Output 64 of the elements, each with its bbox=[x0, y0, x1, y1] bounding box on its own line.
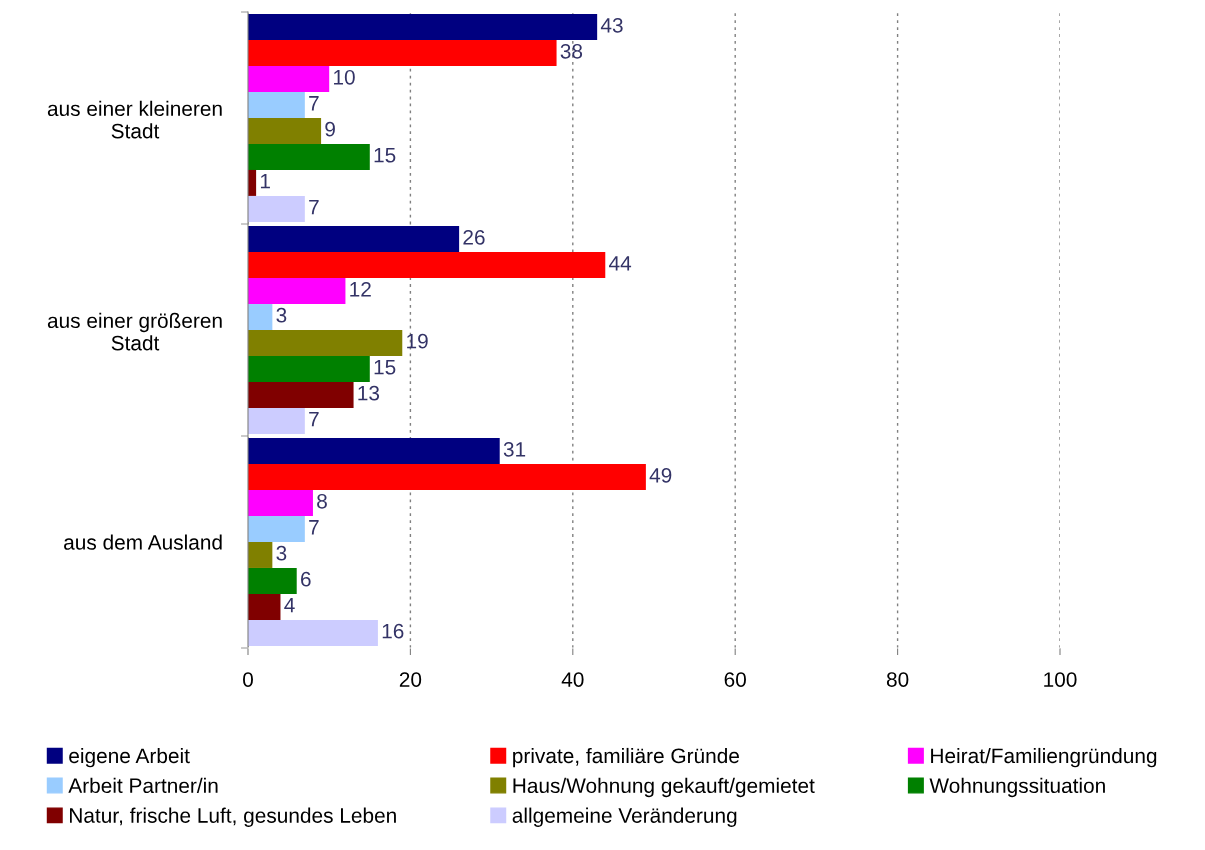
data-label: 3 bbox=[276, 545, 287, 561]
bar bbox=[248, 195, 305, 222]
legend-label: Wohnungssituation bbox=[929, 777, 1105, 798]
legend-label: Arbeit Partner/in bbox=[68, 777, 218, 794]
bar bbox=[248, 66, 330, 93]
data-label: 15 bbox=[374, 148, 396, 163]
data-label: 12 bbox=[350, 281, 371, 297]
bar bbox=[248, 143, 370, 170]
bar bbox=[248, 118, 322, 144]
data-label: 38 bbox=[560, 43, 583, 59]
data-label: 7 bbox=[309, 411, 319, 427]
x-tick-label: 80 bbox=[886, 672, 909, 687]
bar bbox=[248, 226, 460, 253]
legend-label: Heirat/Familiengründung bbox=[931, 747, 1157, 768]
bar bbox=[248, 40, 557, 67]
bar bbox=[248, 542, 273, 568]
data-label: 16 bbox=[382, 623, 404, 639]
data-label: 26 bbox=[463, 229, 485, 245]
data-label: 31 bbox=[503, 441, 526, 457]
bar bbox=[248, 464, 646, 491]
y-tick-label: aus einer größeren Stadt bbox=[47, 312, 222, 351]
bar bbox=[248, 619, 378, 646]
bar bbox=[248, 330, 403, 356]
data-label: 19 bbox=[407, 333, 428, 349]
bar bbox=[248, 92, 305, 118]
data-label: 1 bbox=[260, 173, 270, 189]
data-label: 43 bbox=[600, 17, 623, 33]
data-label: 49 bbox=[649, 467, 672, 483]
data-label: 9 bbox=[325, 121, 335, 137]
x-tick-label: 20 bbox=[399, 672, 422, 687]
data-label: 3 bbox=[276, 307, 287, 323]
data-label: 44 bbox=[609, 256, 632, 271]
legend-label: Natur, frische Luft, gesundes Leben bbox=[70, 807, 396, 827]
data-label: 4 bbox=[284, 597, 295, 613]
data-label: 7 bbox=[309, 199, 319, 215]
bar bbox=[248, 407, 305, 434]
bar bbox=[248, 252, 606, 279]
x-tick-label: 100 bbox=[1044, 672, 1077, 687]
data-label: 15 bbox=[374, 360, 396, 375]
bar bbox=[248, 490, 313, 517]
bar bbox=[248, 355, 370, 382]
bar bbox=[248, 438, 500, 465]
bar bbox=[248, 278, 346, 305]
x-tick-label: 0 bbox=[243, 672, 253, 687]
data-label: 7 bbox=[309, 520, 319, 535]
y-tick-label: aus dem Ausland bbox=[64, 534, 222, 550]
data-label: 7 bbox=[309, 96, 319, 111]
bar bbox=[248, 381, 354, 408]
data-label: 13 bbox=[358, 385, 380, 401]
legend-label: private, familiäre Gründe bbox=[513, 747, 739, 768]
legend-label: Haus/Wohnung gekauft/gemietet bbox=[513, 777, 815, 798]
bar bbox=[248, 516, 305, 542]
bar bbox=[248, 304, 273, 330]
data-label: 8 bbox=[317, 493, 327, 509]
data-label: 10 bbox=[334, 69, 355, 85]
bar bbox=[248, 593, 281, 620]
legend-label: eigene Arbeit bbox=[69, 747, 190, 768]
x-tick-label: 40 bbox=[561, 672, 584, 687]
x-tick-label: 60 bbox=[724, 672, 746, 687]
y-tick-label: aus einer kleineren Stadt bbox=[47, 100, 222, 139]
legend-label: allgemeine Veränderung bbox=[512, 807, 737, 827]
bar bbox=[248, 567, 297, 594]
data-label: 6 bbox=[301, 571, 311, 587]
bar bbox=[248, 14, 598, 41]
